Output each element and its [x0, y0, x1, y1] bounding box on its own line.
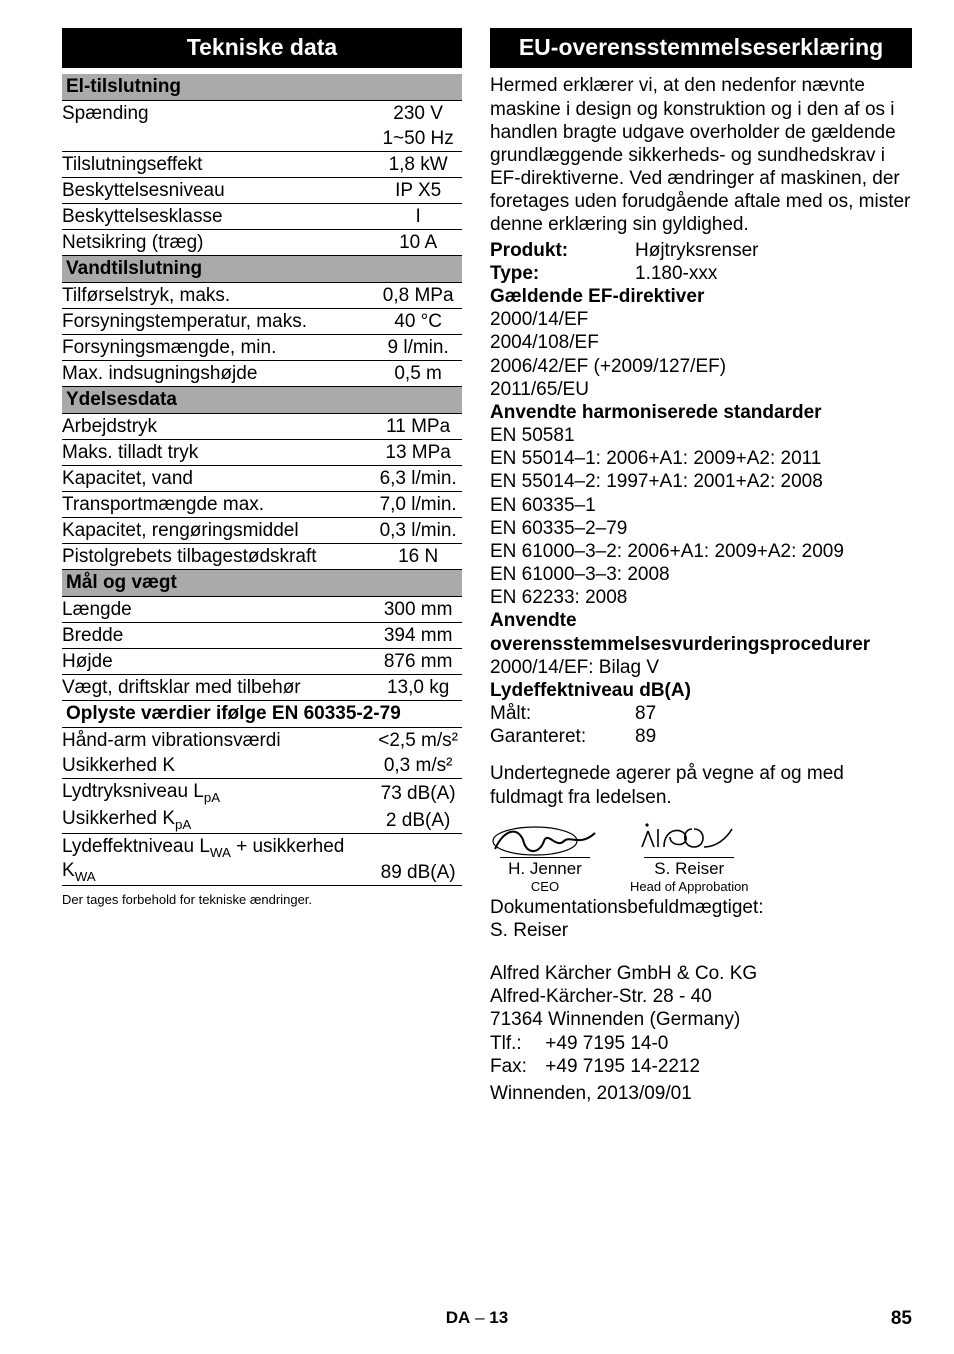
table-row: Kapacitet, vand6,3 l/min. — [62, 466, 462, 492]
left-header: Tekniske data — [62, 28, 462, 68]
date-line: Winnenden, 2013/09/01 — [490, 1082, 912, 1105]
tech-footnote: Der tages forbehold for tekniske ændring… — [62, 892, 462, 907]
fax-line: Fax: +49 7195 14-2212 — [490, 1055, 912, 1078]
page-number: 85 — [891, 1308, 912, 1330]
signature-2: S. Reiser Head of Approbation — [630, 819, 749, 894]
standard-item: EN 60335–2–79 — [490, 517, 912, 540]
kv-row: Produkt:Højtryksrenser — [490, 239, 912, 262]
directive-item: 2011/65/EU — [490, 378, 912, 401]
sound-row: Målt:87 — [490, 702, 912, 725]
table-row: Længde300 mm — [62, 597, 462, 623]
proc-value: 2000/14/EF: Bilag V — [490, 656, 912, 679]
signed-para: Undertegnede agerer på vegne af og med f… — [490, 762, 912, 808]
sig2-name: S. Reiser — [644, 857, 734, 879]
tech-data-table: El-tilslutningSpænding230 V1~50 HzTilslu… — [62, 74, 462, 885]
table-group-header: Ydelsesdata — [62, 387, 462, 414]
directives-heading: Gældende EF-direktiver — [490, 285, 912, 308]
table-row: Forsyningstemperatur, maks.40 °C — [62, 309, 462, 335]
table-row: Usikkerhed KpA2 dB(A) — [62, 806, 462, 833]
sig1-name: H. Jenner — [500, 857, 590, 879]
page-footer: DA – 13 85 — [0, 1308, 954, 1328]
standards-heading: Anvendte harmoniserede standarder — [490, 401, 912, 424]
table-row: Bredde394 mm — [62, 623, 462, 649]
signature-2-svg — [634, 819, 744, 857]
table-row: Netsikring (træg)10 A — [62, 230, 462, 256]
table-row: Spænding230 V — [62, 101, 462, 127]
doc-auth-label: Dokumentationsbefuldmægtiget: — [490, 896, 912, 919]
table-row: BeskyttelsesniveauIP X5 — [62, 178, 462, 204]
sound-heading: Lydeffektniveau dB(A) — [490, 679, 912, 702]
standard-item: EN 55014–2: 1997+A1: 2001+A2: 2008 — [490, 470, 912, 493]
table-group-header: El-tilslutning — [62, 74, 462, 101]
table-group-header: Mål og vægt — [62, 570, 462, 597]
addr-line-1: Alfred-Kärcher-Str. 28 - 40 — [490, 985, 912, 1008]
table-row: BeskyttelsesklasseI — [62, 204, 462, 230]
declaration-intro: Hermed erklærer vi, at den nedenfor nævn… — [490, 74, 912, 236]
table-row: Højde876 mm — [62, 649, 462, 675]
table-row: Tilførselstryk, maks.0,8 MPa — [62, 283, 462, 309]
table-row: Transportmængde max.7,0 l/min. — [62, 492, 462, 518]
table-row: Lydeffektniveau LWA + usikkerhed KWA89 d… — [62, 834, 462, 886]
right-header: EU-overensstemmelseserklæring — [490, 28, 912, 68]
standard-item: EN 60335–1 — [490, 494, 912, 517]
tel-line: Tlf.: +49 7195 14-0 — [490, 1032, 912, 1055]
table-row: Max. indsugningshøjde0,5 m — [62, 361, 462, 387]
table-row: Forsyningsmængde, min.9 l/min. — [62, 335, 462, 361]
sig1-title: CEO — [531, 879, 559, 894]
signature-1: H. Jenner CEO — [490, 819, 600, 894]
standard-item: EN 61000–3–3: 2008 — [490, 563, 912, 586]
sound-row: Garanteret:89 — [490, 725, 912, 748]
standard-item: EN 55014–1: 2006+A1: 2009+A2: 2011 — [490, 447, 912, 470]
company-name: Alfred Kärcher GmbH & Co. KG — [490, 962, 912, 985]
signatures: H. Jenner CEO S. Reiser Head of Approbat… — [490, 819, 912, 894]
standard-item: EN 61000–3–2: 2006+A1: 2009+A2: 2009 — [490, 540, 912, 563]
addr-line-2: 71364 Winnenden (Germany) — [490, 1008, 912, 1031]
directive-item: 2004/108/EF — [490, 331, 912, 354]
standard-item: EN 50581 — [490, 424, 912, 447]
kv-row: Type:1.180-xxx — [490, 262, 912, 285]
company-address: Alfred Kärcher GmbH & Co. KG Alfred-Kärc… — [490, 962, 912, 1105]
directive-item: 2006/42/EF (+2009/127/EF) — [490, 355, 912, 378]
table-group-header: Oplyste værdier ifølge EN 60335-2-79 — [62, 701, 462, 728]
table-row: Maks. tilladt tryk13 MPa — [62, 440, 462, 466]
table-group-header: Vandtilslutning — [62, 256, 462, 283]
table-row: Arbejdstryk11 MPa — [62, 414, 462, 440]
table-row: Vægt, driftsklar med tilbehør13,0 kg — [62, 675, 462, 701]
table-row: Usikkerhed K0,3 m/s² — [62, 753, 462, 779]
table-row: Pistolgrebets tilbagestødskraft16 N — [62, 544, 462, 570]
proc-heading: Anvendte overensstemmelsesvurderingsproc… — [490, 609, 912, 655]
table-row: Tilslutningseffekt1,8 kW — [62, 152, 462, 178]
sig2-title: Head of Approbation — [630, 879, 749, 894]
table-row: Kapacitet, rengøringsmiddel0,3 l/min. — [62, 518, 462, 544]
table-row: Lydtryksniveau LpA73 dB(A) — [62, 779, 462, 806]
doc-auth-name: S. Reiser — [490, 919, 912, 942]
table-row: Hånd-arm vibrationsværdi<2,5 m/s² — [62, 728, 462, 754]
signature-1-svg — [490, 819, 600, 857]
directive-item: 2000/14/EF — [490, 308, 912, 331]
standard-item: EN 62233: 2008 — [490, 586, 912, 609]
